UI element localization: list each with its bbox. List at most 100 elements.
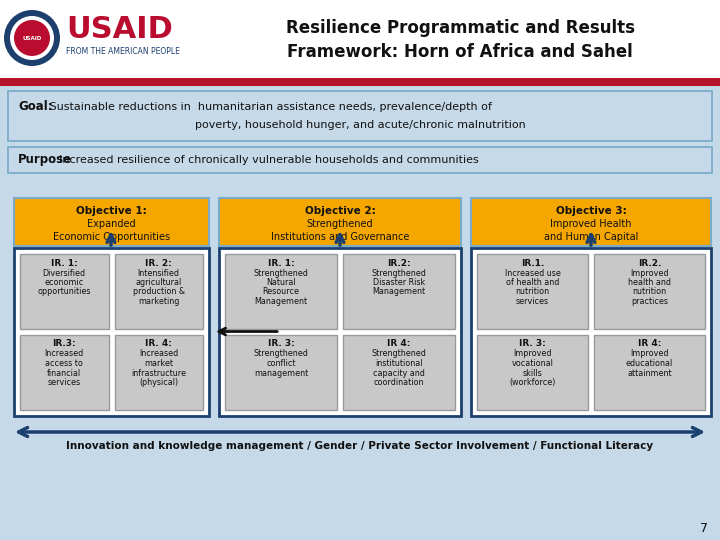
FancyBboxPatch shape [477, 335, 588, 410]
FancyBboxPatch shape [225, 335, 337, 410]
Text: Improved: Improved [513, 349, 552, 359]
Text: Goal:: Goal: [18, 100, 53, 113]
Text: skills: skills [523, 368, 542, 377]
Text: practices: practices [631, 297, 668, 306]
Text: marketing: marketing [138, 297, 179, 306]
FancyBboxPatch shape [0, 78, 720, 86]
Text: institutional: institutional [375, 359, 423, 368]
Text: Increased use: Increased use [505, 268, 560, 278]
FancyBboxPatch shape [114, 254, 203, 329]
Text: Resilience Programmatic and Results: Resilience Programmatic and Results [286, 19, 634, 37]
FancyBboxPatch shape [219, 198, 461, 246]
FancyBboxPatch shape [0, 0, 720, 80]
Text: Intensified: Intensified [138, 268, 180, 278]
Text: Expanded: Expanded [87, 219, 136, 229]
Text: IR. 1:: IR. 1: [51, 259, 78, 267]
Text: management: management [254, 368, 308, 377]
Text: : Increased resilience of chronically vulnerable households and communities: : Increased resilience of chronically vu… [52, 155, 479, 165]
Circle shape [14, 20, 50, 56]
Text: services: services [516, 297, 549, 306]
Text: IR. 3:: IR. 3: [519, 340, 546, 348]
Text: access to: access to [45, 359, 84, 368]
FancyBboxPatch shape [471, 248, 711, 416]
FancyBboxPatch shape [343, 254, 455, 329]
Text: USAID: USAID [22, 36, 42, 40]
Text: infrastructure: infrastructure [131, 368, 186, 377]
Text: 7: 7 [700, 522, 708, 535]
FancyBboxPatch shape [471, 198, 711, 246]
Text: Improved Health: Improved Health [550, 219, 631, 229]
Text: IR.1.: IR.1. [521, 259, 544, 267]
Text: Improved: Improved [630, 268, 669, 278]
Text: Purpose: Purpose [18, 153, 72, 166]
Text: IR.2.: IR.2. [638, 259, 661, 267]
FancyBboxPatch shape [14, 198, 209, 246]
Text: IR. 1:: IR. 1: [268, 259, 294, 267]
FancyBboxPatch shape [114, 335, 203, 410]
Text: Institutions and Governance: Institutions and Governance [271, 232, 409, 242]
Text: FROM THE AMERICAN PEOPLE: FROM THE AMERICAN PEOPLE [66, 48, 180, 57]
Text: and Human Capital: and Human Capital [544, 232, 638, 242]
FancyBboxPatch shape [8, 91, 712, 141]
Text: Strengthened: Strengthened [253, 349, 308, 359]
Text: Framework: Horn of Africa and Sahel: Framework: Horn of Africa and Sahel [287, 43, 633, 61]
Text: Resource: Resource [263, 287, 300, 296]
FancyBboxPatch shape [14, 248, 209, 416]
Text: nutrition: nutrition [516, 287, 549, 296]
Text: Strengthened: Strengthened [307, 219, 373, 229]
Text: IR 4:: IR 4: [638, 340, 661, 348]
Text: Economic Opportunities: Economic Opportunities [53, 232, 170, 242]
Text: opportunities: opportunities [37, 287, 91, 296]
Text: (workforce): (workforce) [509, 378, 556, 387]
Text: IR. 4:: IR. 4: [145, 340, 172, 348]
Text: educational: educational [626, 359, 673, 368]
Text: Management: Management [254, 297, 307, 306]
Text: Strengthened: Strengthened [253, 268, 308, 278]
FancyBboxPatch shape [594, 335, 705, 410]
Text: health and: health and [628, 278, 671, 287]
Text: IR. 2:: IR. 2: [145, 259, 172, 267]
FancyBboxPatch shape [343, 335, 455, 410]
FancyBboxPatch shape [477, 254, 588, 329]
Text: Improved: Improved [630, 349, 669, 359]
Text: IR 4:: IR 4: [387, 340, 410, 348]
Text: Management: Management [372, 287, 426, 296]
FancyBboxPatch shape [594, 254, 705, 329]
FancyBboxPatch shape [20, 254, 109, 329]
Text: economic: economic [45, 278, 84, 287]
FancyBboxPatch shape [0, 86, 720, 540]
Text: Sustainable reductions in  humanitarian assistance needs, prevalence/depth of: Sustainable reductions in humanitarian a… [46, 102, 492, 112]
FancyBboxPatch shape [20, 335, 109, 410]
Text: attainment: attainment [627, 368, 672, 377]
Text: Disaster Risk: Disaster Risk [373, 278, 425, 287]
Text: USAID: USAID [66, 16, 173, 44]
Text: Objective 1:: Objective 1: [76, 206, 147, 216]
Text: capacity and: capacity and [373, 368, 425, 377]
Text: IR.2:: IR.2: [387, 259, 411, 267]
Text: IR. 3:: IR. 3: [268, 340, 294, 348]
Text: coordination: coordination [374, 378, 424, 387]
Text: agricultural: agricultural [135, 278, 182, 287]
Text: nutrition: nutrition [632, 287, 667, 296]
Text: Increased: Increased [139, 349, 179, 359]
Text: poverty, household hunger, and acute/chronic malnutrition: poverty, household hunger, and acute/chr… [194, 120, 526, 130]
Text: services: services [48, 378, 81, 387]
Text: IR.3:: IR.3: [53, 340, 76, 348]
Text: production &: production & [132, 287, 185, 296]
Text: conflict: conflict [266, 359, 296, 368]
FancyBboxPatch shape [219, 248, 461, 416]
Text: Increased: Increased [45, 349, 84, 359]
Text: Innovation and knowledge management / Gender / Private Sector Involvement / Func: Innovation and knowledge management / Ge… [66, 441, 654, 451]
Text: Strengthened: Strengthened [372, 268, 426, 278]
Circle shape [10, 16, 54, 60]
Text: Objective 2:: Objective 2: [305, 206, 375, 216]
FancyBboxPatch shape [225, 254, 337, 329]
Circle shape [4, 10, 60, 66]
Text: Strengthened: Strengthened [372, 349, 426, 359]
Text: of health and: of health and [506, 278, 559, 287]
Text: vocational: vocational [512, 359, 554, 368]
Text: Natural: Natural [266, 278, 296, 287]
Text: market: market [144, 359, 174, 368]
Text: (physical): (physical) [139, 378, 179, 387]
Text: financial: financial [48, 368, 81, 377]
